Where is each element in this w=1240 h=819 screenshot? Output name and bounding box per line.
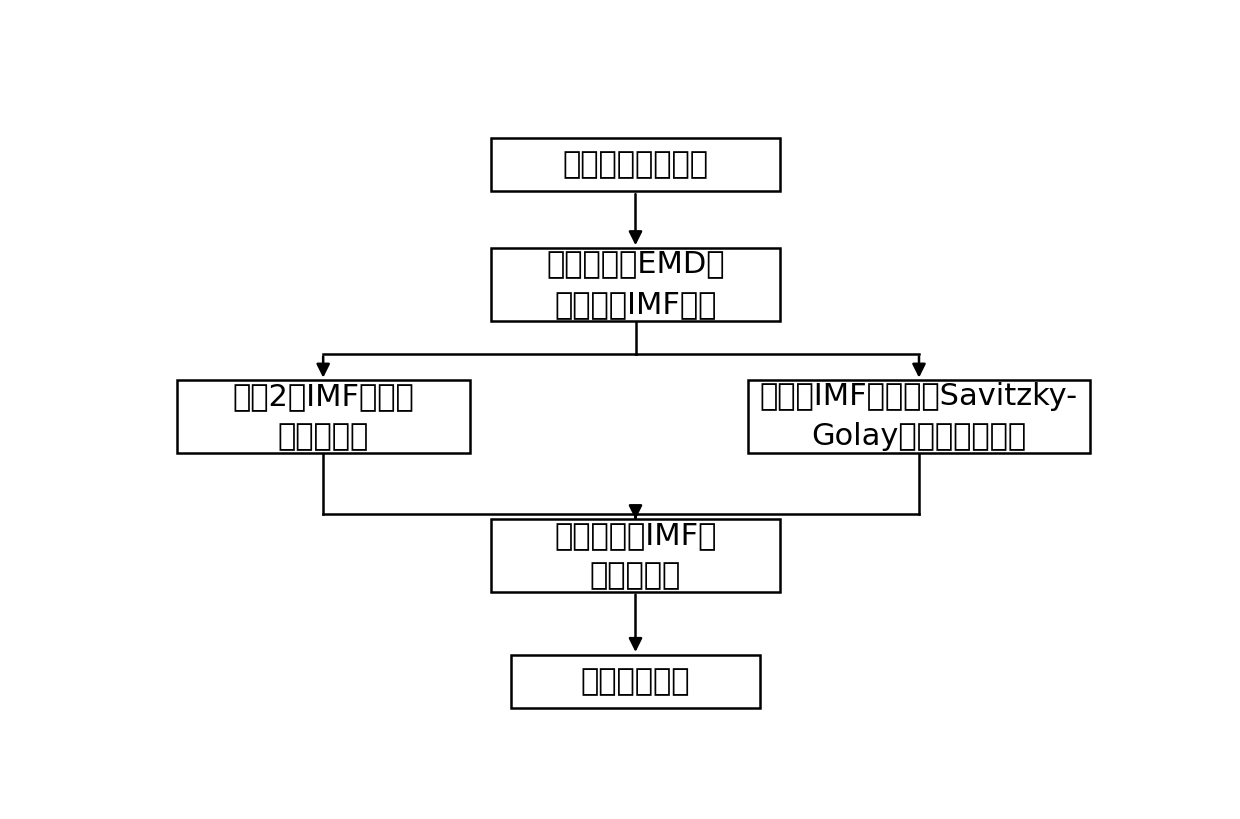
Text: 对信号进行EMD分
解，得到IMF分量: 对信号进行EMD分 解，得到IMF分量 (547, 250, 724, 319)
FancyBboxPatch shape (491, 519, 780, 592)
FancyBboxPatch shape (749, 381, 1090, 453)
FancyBboxPatch shape (491, 138, 780, 192)
FancyBboxPatch shape (511, 655, 760, 708)
Text: 分接开关振动信号: 分接开关振动信号 (563, 150, 708, 179)
Text: 降噪振动信号: 降噪振动信号 (580, 667, 691, 696)
FancyBboxPatch shape (491, 248, 780, 320)
FancyBboxPatch shape (176, 381, 470, 453)
Text: 对剩余IMF分量采用Savitzky-
Golay滤波器进行降噪: 对剩余IMF分量采用Savitzky- Golay滤波器进行降噪 (760, 382, 1078, 451)
Text: 对降噪后的IMF分
量进行重构: 对降噪后的IMF分 量进行重构 (554, 521, 717, 590)
Text: 对前2个IMF分量进
行阈值降噪: 对前2个IMF分量进 行阈值降噪 (232, 382, 414, 451)
